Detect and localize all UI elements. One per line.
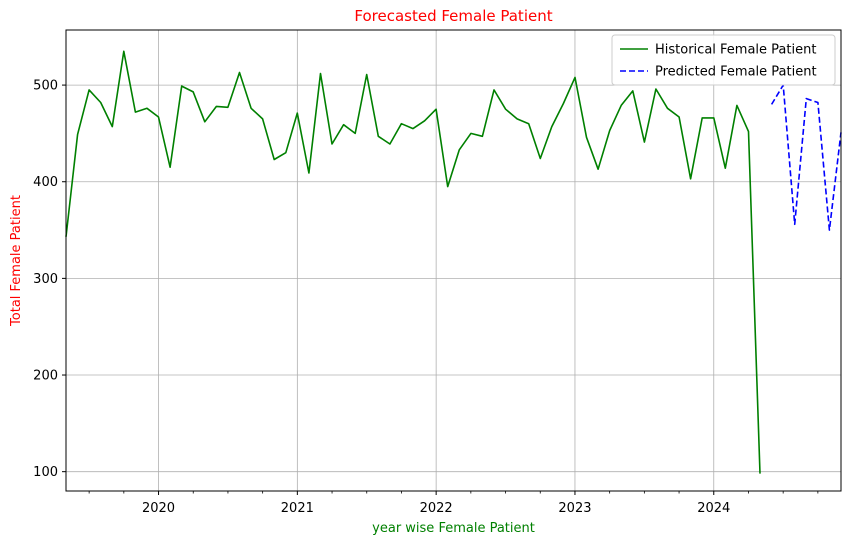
historical-female-patient-point <box>204 121 206 123</box>
historical-female-patient-point <box>377 135 379 137</box>
y-tick-label: 100 <box>33 465 58 480</box>
x-tick-label: 2021 <box>281 501 314 516</box>
historical-female-patient-point <box>458 149 460 151</box>
x-tick-label: 2023 <box>558 501 591 516</box>
historical-female-patient-line <box>65 50 761 474</box>
historical-female-patient-point <box>644 141 646 143</box>
historical-female-patient-point <box>169 166 171 168</box>
historical-female-patient-point <box>181 85 183 87</box>
predicted-female-patient-point <box>771 104 773 106</box>
historical-female-patient-point <box>632 90 634 92</box>
chart-title: Forecasted Female Patient <box>354 7 552 25</box>
historical-female-patient-point <box>123 50 125 52</box>
historical-female-patient-point <box>539 158 541 160</box>
historical-female-patient-point <box>366 74 368 76</box>
historical-female-patient-point <box>505 108 507 110</box>
historical-female-patient-point <box>389 143 391 145</box>
axes: 100 200 300 400 500 2020 2021 2022 2023 2024 <box>33 79 819 516</box>
historical-female-patient-point <box>516 118 518 120</box>
historical-female-patient-point <box>296 112 298 114</box>
historical-female-patient-point <box>331 143 333 145</box>
historical-female-patient-point <box>227 106 229 108</box>
historical-female-patient-point <box>146 107 148 109</box>
historical-female-patient-point <box>88 89 90 91</box>
historical-female-patient-point <box>192 91 194 93</box>
historical-female-patient-point <box>135 111 137 113</box>
x-tick-label: 2020 <box>142 501 175 516</box>
historical-female-patient-point <box>586 136 588 138</box>
y-tick-label: 200 <box>33 369 58 384</box>
historical-female-patient-point <box>736 105 738 107</box>
historical-female-patient-point <box>713 117 715 119</box>
grid-lines <box>66 30 841 491</box>
historical-female-patient-point <box>285 152 287 154</box>
historical-female-patient-point <box>262 118 264 120</box>
historical-female-patient-point <box>701 117 703 119</box>
historical-female-patient-point <box>574 77 576 79</box>
historical-female-patient-point <box>609 130 611 132</box>
historical-female-patient-point <box>77 134 79 136</box>
predicted-female-patient-point <box>805 98 807 100</box>
historical-female-patient-point <box>493 89 495 91</box>
predicted-female-patient-point <box>794 223 796 225</box>
historical-female-patient-point <box>563 103 565 105</box>
historical-female-patient-point <box>308 172 310 174</box>
x-tick-label: 2024 <box>697 501 730 516</box>
y-axis-label: Total Female Patient <box>9 195 24 327</box>
x-tick-label: 2022 <box>420 501 453 516</box>
predicted-female-patient-point <box>817 102 819 104</box>
plot-frame <box>65 29 842 492</box>
historical-female-patient-point <box>250 107 252 109</box>
historical-female-patient-point <box>412 128 414 130</box>
historical-female-patient-point <box>482 135 484 137</box>
historical-female-patient-point <box>447 186 449 188</box>
historical-female-patient-point <box>424 120 426 122</box>
historical-female-patient-point <box>724 167 726 169</box>
historical-female-patient-point <box>759 473 761 475</box>
historical-female-patient-point <box>678 116 680 118</box>
legend-label: Historical Female Patient <box>655 43 816 58</box>
historical-female-patient-point <box>216 106 218 108</box>
historical-female-patient-point <box>655 88 657 90</box>
historical-female-patient-point <box>551 126 553 128</box>
historical-female-patient-point <box>354 133 356 135</box>
y-tick-label: 300 <box>33 272 58 287</box>
historical-female-patient-point <box>597 168 599 170</box>
y-tick-label: 400 <box>33 175 58 190</box>
historical-female-patient-point <box>690 178 692 180</box>
historical-female-patient-point <box>667 107 669 109</box>
legend-box <box>611 34 836 86</box>
historical-female-patient-point <box>111 126 113 128</box>
historical-female-patient-point <box>239 72 241 74</box>
historical-female-patient-point <box>273 159 275 161</box>
y-tick-label: 500 <box>33 79 58 94</box>
predicted-female-patient-point <box>829 229 831 231</box>
x-axis-label: year wise Female Patient <box>372 521 535 536</box>
historical-female-patient-point <box>470 133 472 135</box>
historical-female-patient-point <box>158 116 160 118</box>
legend: Historical Female Patient Predicted Femal… <box>611 34 836 86</box>
historical-female-patient-point <box>100 102 102 104</box>
historical-female-patient-point <box>748 131 750 133</box>
legend-label: Predicted Female Patient <box>655 65 817 80</box>
historical-female-patient-point <box>320 73 322 75</box>
historical-female-patient-point <box>528 123 530 125</box>
historical-female-patient-point <box>401 123 403 125</box>
historical-female-patient-point <box>620 105 622 107</box>
plot-area <box>65 50 842 474</box>
historical-female-patient-point <box>343 124 345 126</box>
predicted-female-patient-line <box>770 84 842 231</box>
historical-female-patient-point <box>435 108 437 110</box>
